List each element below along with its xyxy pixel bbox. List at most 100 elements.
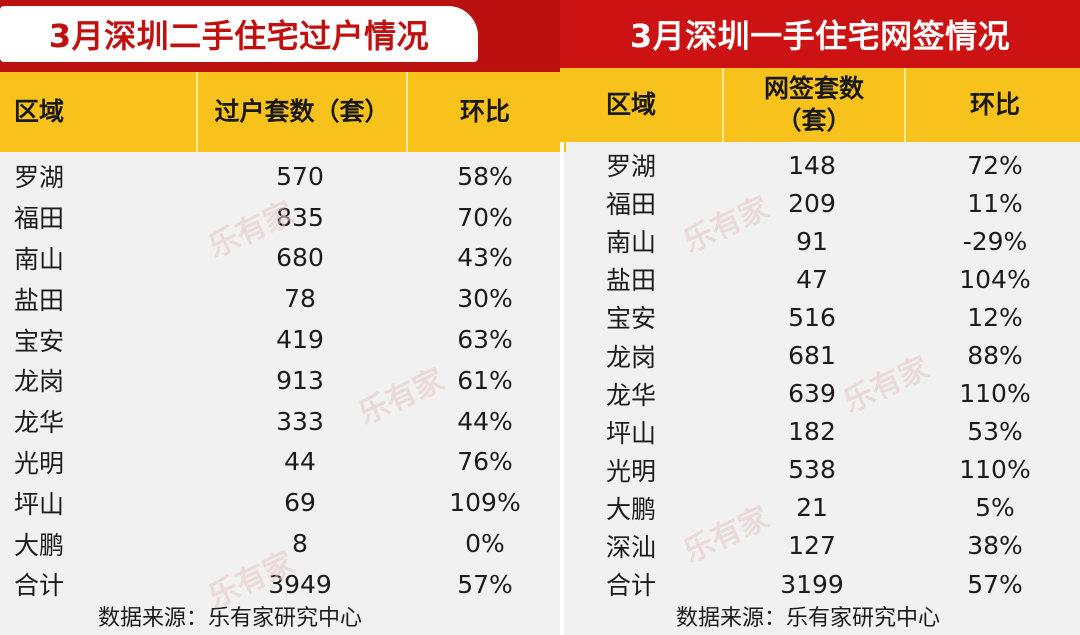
region-cell: 龙华 [14,408,65,438]
mom-cell: 12% [967,302,1023,332]
count-cell: 3199 [780,569,844,599]
table-row: 坪山 69 109% [0,482,566,523]
table-row: 福田 209 11% [560,184,1080,222]
count-cell: 91 [796,226,828,256]
right-header-region: 区域 [606,89,657,119]
region-cell: 合计 [606,571,657,601]
count-cell: 419 [276,325,324,355]
count-cell: 3949 [268,569,332,599]
count-cell: 570 [276,161,324,191]
mom-cell: 88% [967,341,1023,371]
mom-cell: 11% [967,188,1023,218]
region-cell: 光明 [14,448,65,478]
table-row: 龙华 333 44% [0,401,566,442]
region-cell: 大鹏 [606,494,657,524]
left-title-bar: 3月深圳二手住宅过户情况 [0,0,566,72]
region-cell: 大鹏 [14,530,65,560]
right-table-body: 罗湖 148 72% 福田 209 11% 南山 91 -29% 盐田 47 104% 宝安 516 12%… [560,146,1080,603]
count-cell: 209 [788,188,836,218]
right-header-mom: 环比 [969,89,1020,119]
mom-cell: 44% [457,406,513,436]
count-cell: 538 [788,455,836,485]
mom-cell: 72% [967,150,1023,180]
mom-cell: 0% [465,529,505,559]
table-row: 罗湖 570 58% [0,156,566,197]
right-title: 3月深圳一手住宅网签情况 [629,17,1011,55]
table-row: 合计 3949 57% [0,564,566,605]
table-row: 福田 835 70% [0,197,566,238]
table-row: 盐田 47 104% [560,260,1080,298]
left-panel: 3月深圳二手住宅过户情况 区域 过户套数（套） 环比 罗湖 570 58% 福田 835… [0,0,566,631]
count-cell: 913 [276,365,324,395]
region-cell: 合计 [14,571,65,601]
count-cell: 148 [788,150,836,180]
count-cell: 69 [284,488,316,518]
region-cell: 光明 [606,456,657,486]
left-header-count: 过户套数（套） [214,96,390,126]
region-cell: 福田 [14,204,65,234]
region-cell: 罗湖 [14,163,65,193]
mom-cell: 110% [959,379,1031,409]
region-cell: 坪山 [14,489,65,519]
right-header-row: 区域 网签套数 （套） 环比 [560,68,1080,142]
mom-cell: 110% [959,455,1031,485]
mom-cell: 70% [457,202,513,232]
count-cell: 680 [276,243,324,273]
region-cell: 龙岗 [14,367,65,397]
left-table-body: 罗湖 570 58% 福田 835 70% 南山 680 43% 盐田 78 30% 宝安 419 63% 龙… [0,156,566,605]
mom-cell: 104% [959,264,1031,294]
count-cell: 127 [788,531,836,561]
right-panel: 3月深圳一手住宅网签情况 区域 网签套数 （套） 环比 罗湖 148 72% 福田 20… [560,0,1080,635]
region-cell: 南山 [606,228,657,258]
mom-cell: 63% [457,325,513,355]
count-cell: 21 [796,493,828,523]
table-row: 南山 91 -29% [560,222,1080,260]
table-row: 大鹏 8 0% [0,523,566,564]
table-row: 龙华 639 110% [560,375,1080,413]
mom-cell: 43% [457,243,513,273]
region-cell: 福田 [606,190,657,220]
left-header-divider [196,72,198,152]
mom-cell: 76% [457,447,513,477]
table-row: 深汕 127 38% [560,527,1080,565]
count-cell: 333 [276,406,324,436]
mom-cell: 57% [967,569,1023,599]
right-header-divider [904,68,906,142]
table-row: 坪山 182 53% [560,413,1080,451]
table-row: 大鹏 21 5% [560,489,1080,527]
region-cell: 龙华 [606,380,657,410]
right-header-divider [722,68,724,142]
region-cell: 罗湖 [606,152,657,182]
region-cell: 南山 [14,244,65,274]
mom-cell: 109% [449,488,521,518]
mom-cell: 58% [457,161,513,191]
count-cell: 182 [788,417,836,447]
table-row: 宝安 419 63% [0,319,566,360]
count-cell: 516 [788,302,836,332]
left-header-divider [406,72,408,152]
table-row: 合计 3199 57% [560,565,1080,603]
count-cell: 681 [788,341,836,371]
panel-divider [560,0,564,635]
region-cell: 深汕 [606,532,657,562]
left-source: 数据来源：乐有家研究中心 [98,606,363,631]
region-cell: 坪山 [606,418,657,448]
left-title: 3月深圳二手住宅过户情况 [0,6,478,62]
region-cell: 盐田 [606,266,657,296]
table-row: 宝安 516 12% [560,298,1080,336]
region-cell: 宝安 [606,304,657,334]
table-row: 龙岗 913 61% [0,360,566,401]
count-cell: 47 [796,264,828,294]
mom-cell: 30% [457,284,513,314]
right-title-bar: 3月深圳一手住宅网签情况 [560,0,1080,68]
region-cell: 龙岗 [606,342,657,372]
table-row: 南山 680 43% [0,238,566,279]
mom-cell: -29% [962,226,1028,256]
right-source: 数据来源：乐有家研究中心 [676,606,941,631]
table-row: 光明 538 110% [560,451,1080,489]
count-cell: 8 [292,529,308,559]
count-cell: 78 [284,284,316,314]
mom-cell: 57% [457,569,513,599]
mom-cell: 53% [967,417,1023,447]
left-header-row: 区域 过户套数（套） 环比 [0,72,566,152]
